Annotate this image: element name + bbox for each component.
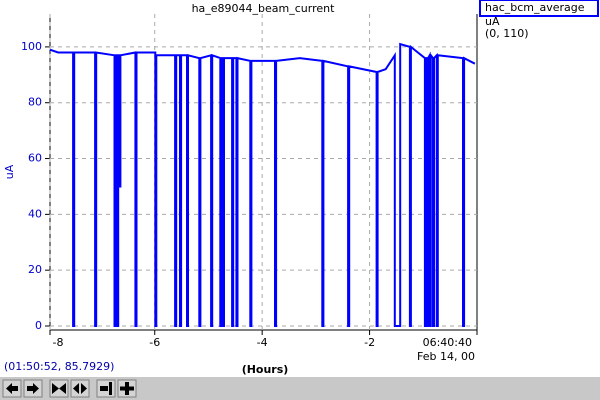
scroll-right-button[interactable] — [23, 379, 43, 398]
legend-unit: uA — [485, 15, 500, 28]
x-tick-label: -8 — [53, 336, 64, 349]
data-line — [49, 42, 476, 327]
zoom-out-button[interactable] — [70, 379, 90, 398]
jump-end-button[interactable] — [96, 379, 116, 398]
x-tick-label: 06:40:40 — [423, 336, 472, 349]
x-tick-label: -6 — [149, 336, 160, 349]
y-tick-label: 60 — [28, 152, 42, 165]
x-tick-label: -2 — [364, 336, 375, 349]
zoom-in-button[interactable] — [49, 379, 69, 398]
toolbar — [0, 377, 600, 400]
y-tick-label: 100 — [21, 40, 42, 53]
legend-entry[interactable]: hac_bcm_average — [485, 1, 585, 14]
date-label: Feb 14, 00 — [417, 350, 475, 363]
y-tick-label: 80 — [28, 96, 42, 109]
status-readout: (01:50:52, 85.7929) — [4, 360, 114, 373]
y-tick-label: 20 — [28, 263, 42, 276]
chart-title: ha_e89044_beam_current — [192, 2, 336, 15]
scroll-left-button[interactable] — [2, 379, 22, 398]
y-axis-label: uA — [3, 164, 16, 179]
legend-box[interactable] — [479, 0, 599, 17]
x-tick-label: -4 — [257, 336, 268, 349]
y-tick-label: 40 — [28, 207, 42, 220]
toolbar-bg — [0, 377, 600, 400]
x-axis-label: (Hours) — [242, 363, 289, 376]
y-tick-label: 0 — [35, 319, 42, 332]
legend-range: (0, 110) — [485, 27, 529, 40]
add-button[interactable] — [117, 379, 137, 398]
